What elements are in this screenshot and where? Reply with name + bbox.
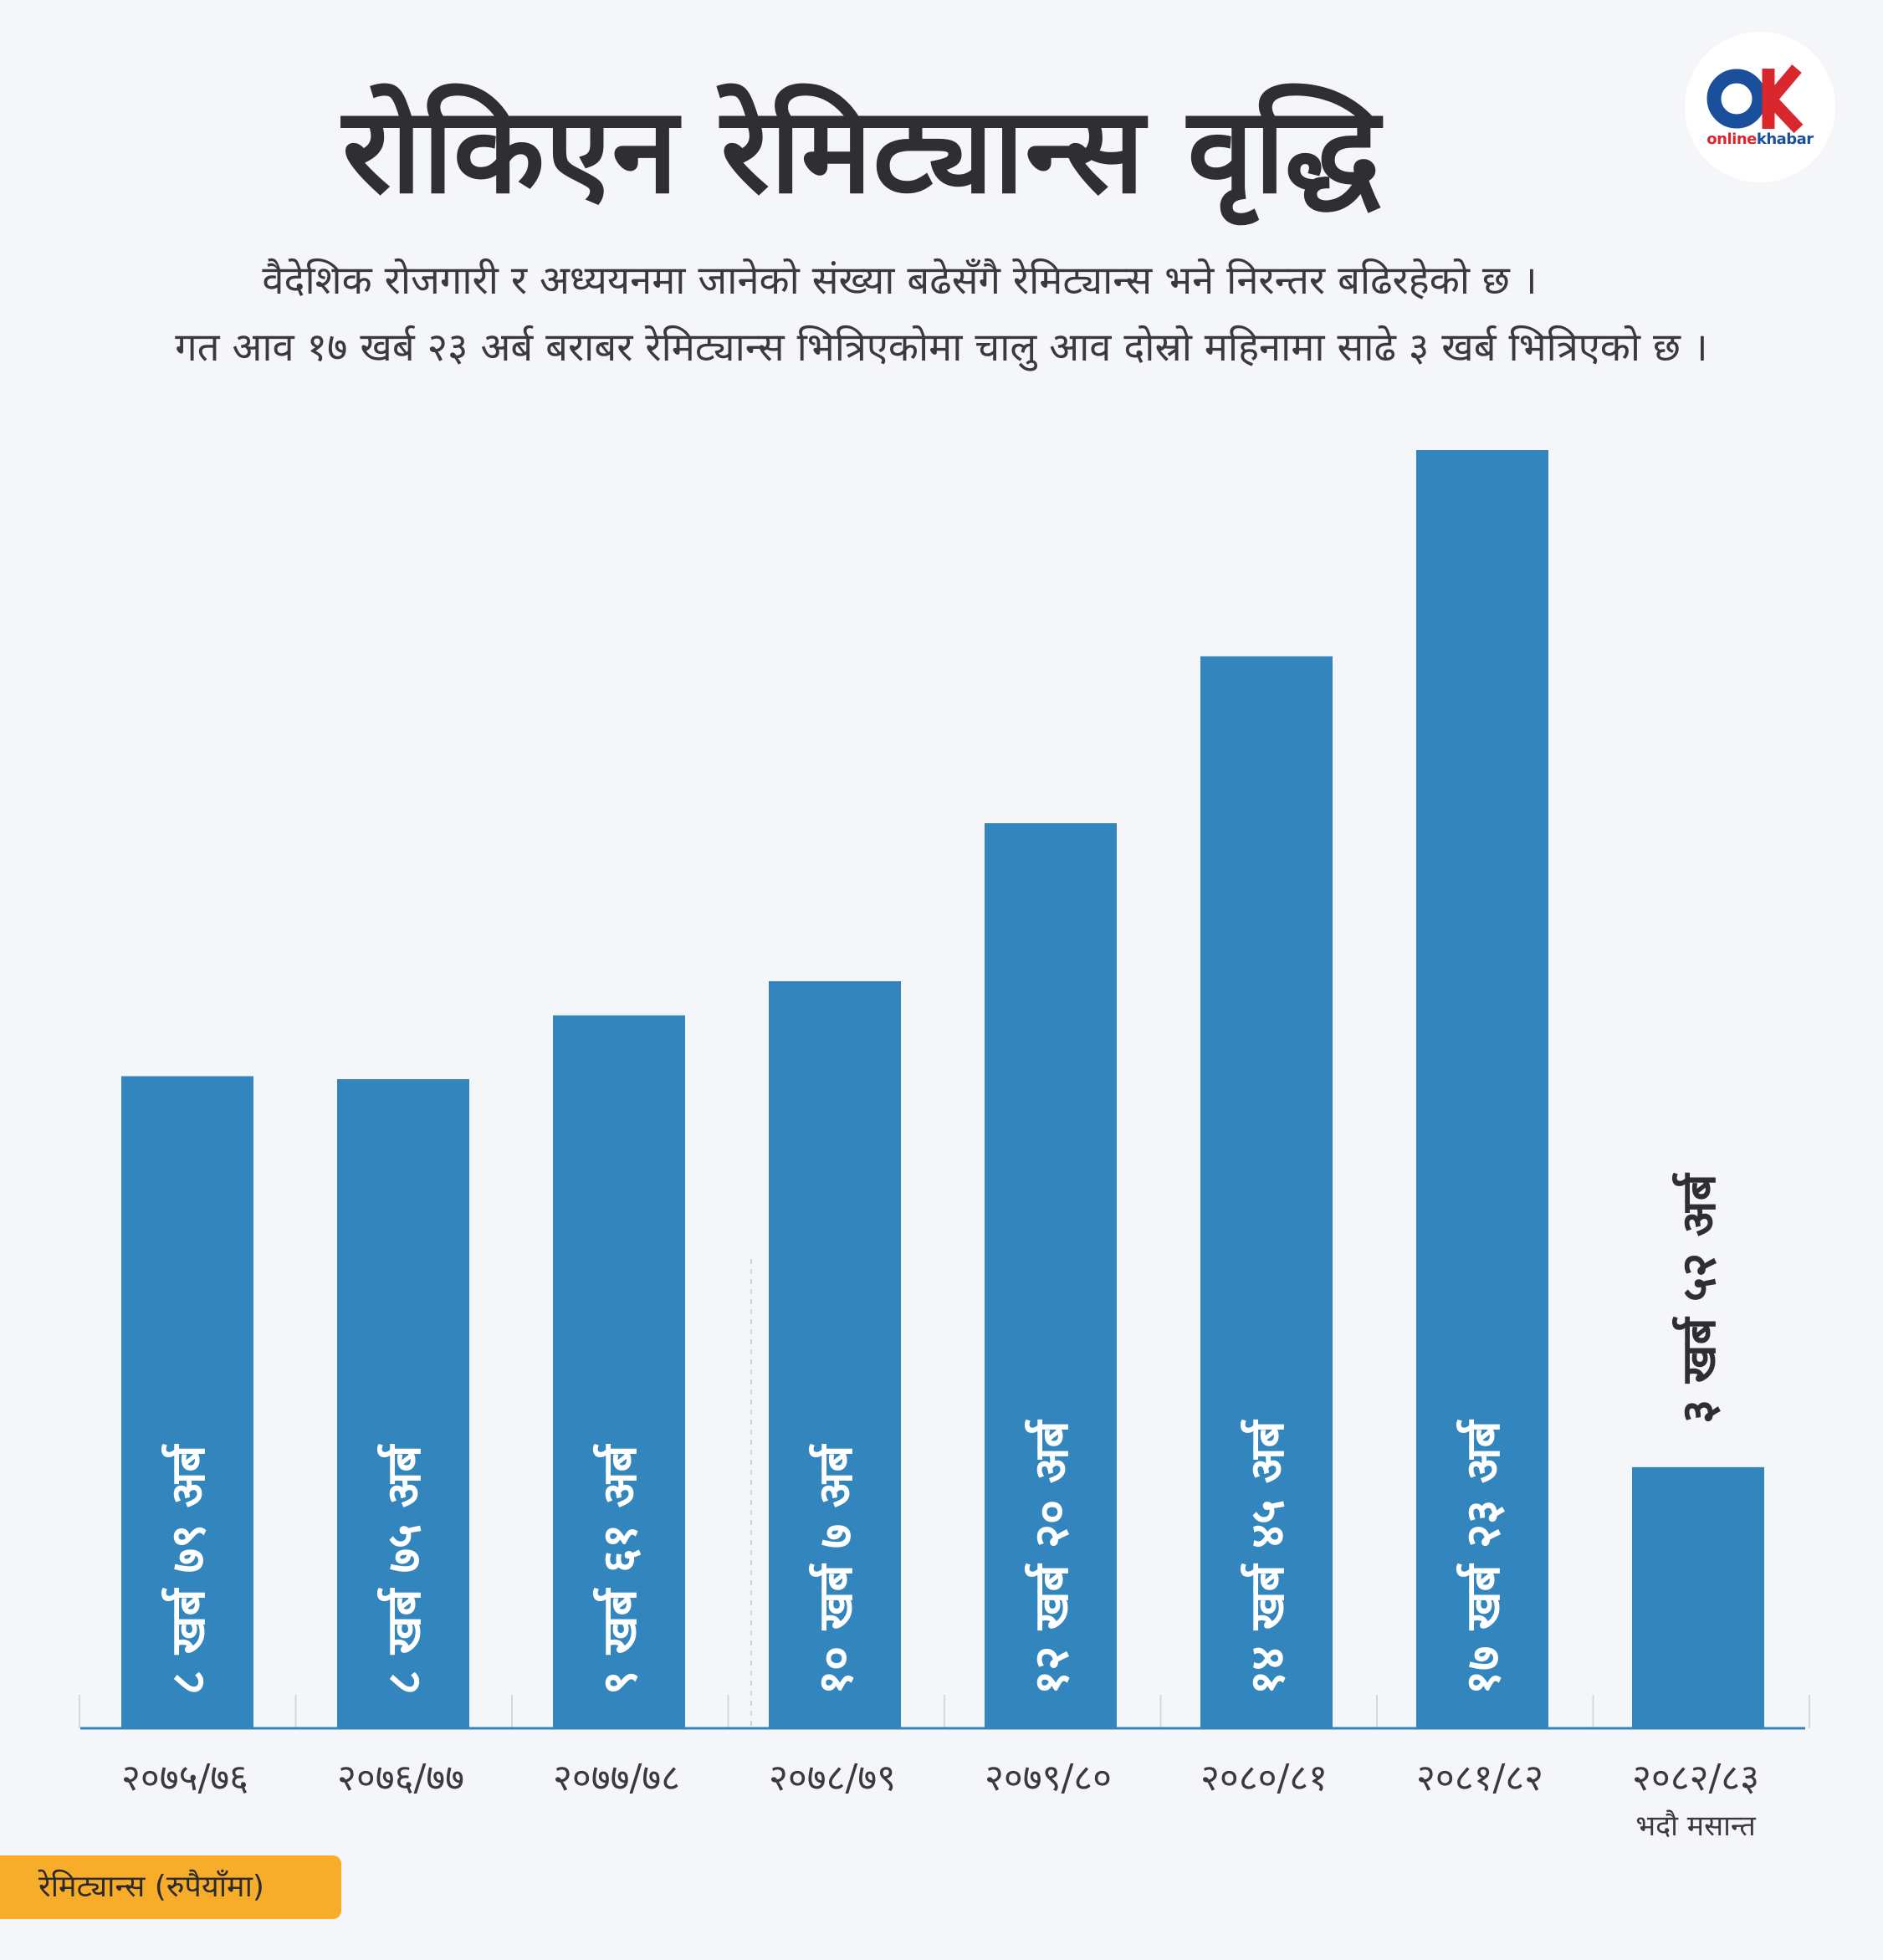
x-tick-label-5: २०८०/८१	[1200, 1757, 1328, 1799]
legend-label: रेमिट्यान्स (रुपैयाँमा)	[38, 1870, 264, 1904]
bar-4	[985, 823, 1117, 1728]
data-label-1: ८ खर्ब ७५ अर्ब	[376, 1444, 432, 1695]
bar-5	[1200, 656, 1333, 1729]
x-tick-label-0: २०७५/७६	[121, 1757, 248, 1799]
data-label-0: ८ खर्ब ७९ अर्ब	[161, 1444, 216, 1695]
bar-1	[337, 1079, 469, 1728]
onlinekhabar-logo: onlinekhabar	[1685, 32, 1835, 182]
data-label-4: १२ खर्ब २० अर्ब	[1024, 1419, 1079, 1695]
bar-0	[121, 1076, 253, 1728]
chart-title: रोकिएन रेमिट्यान्स वृद्धि	[342, 82, 1381, 220]
x-tick-label-7: २०८२/८३	[1632, 1757, 1759, 1799]
ok-logo-icon	[1706, 64, 1804, 134]
data-label-3: १० खर्ब ७ अर्ब	[808, 1444, 863, 1695]
x-tick-label-4: २०७९/८०	[985, 1757, 1112, 1799]
x-tick-label-2: २०७७/७८	[553, 1757, 680, 1799]
x-tick-label-3: २०७८/७९	[769, 1757, 896, 1799]
data-label-5: १४ खर्ब ४५ अर्ब	[1240, 1419, 1295, 1695]
bar-6	[1416, 450, 1548, 1728]
x-tick-label-1: २०७६/७७	[337, 1757, 464, 1799]
bar-2	[553, 1015, 685, 1728]
legend-box: रेमिट्यान्स (रुपैयाँमा)	[0, 1855, 341, 1919]
chart-subtitle-line-2: गत आव १७ खर्ब २३ अर्ब बराबर रेमिट्यान्स …	[175, 325, 1708, 371]
data-label-2: ९ खर्ब ६१ अर्ब	[592, 1444, 647, 1695]
x-tick-sublabel-7: भदौ मसान्त	[1635, 1809, 1756, 1843]
data-label-6: १७ खर्ब २३ अर्ब	[1456, 1419, 1511, 1695]
x-tick-label-6: २०८१/८२	[1416, 1757, 1543, 1799]
logo-wordmark: onlinekhabar	[1706, 130, 1814, 148]
data-label-7: ३ खर्ब ५२ अर्ब	[1671, 1172, 1727, 1423]
chart-subtitle-line-1: वैदेशिक रोजगारी र अध्ययनमा जानेको संख्या…	[262, 258, 1538, 304]
bar-7	[1632, 1466, 1764, 1728]
bar-3	[769, 980, 901, 1728]
